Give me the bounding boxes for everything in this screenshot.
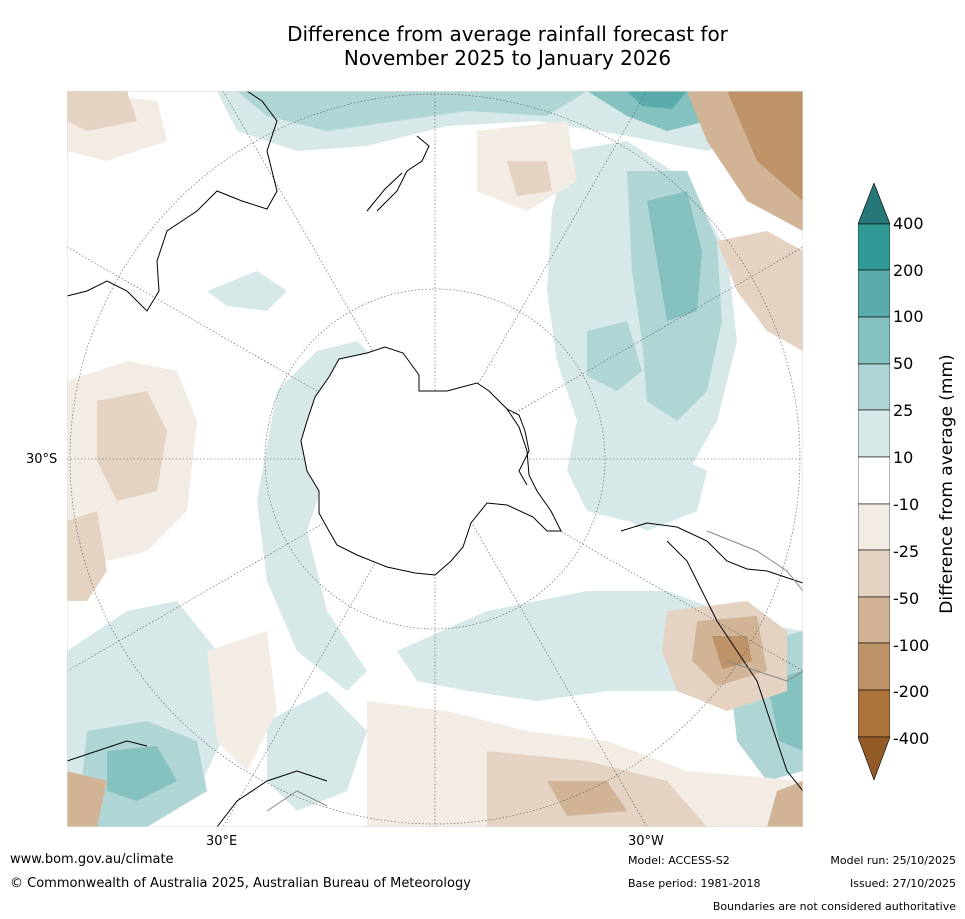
colorbar-tick-12: -400 xyxy=(893,729,930,748)
footer-url[interactable]: www.bom.gov.au/climate xyxy=(10,852,174,867)
colorbar-title: Difference from average (mm) xyxy=(937,354,957,614)
map-title: Difference from average rainfall forecas… xyxy=(0,22,965,70)
longitude-label-west: 30°W xyxy=(628,834,664,849)
footer-issued: Issued: 27/10/2025 xyxy=(849,877,956,890)
south-america-coastline xyxy=(620,522,803,792)
colorbar-tick-4: 50 xyxy=(893,354,914,373)
colorbar-tick-8: -25 xyxy=(893,542,920,561)
title-line-2: November 2025 to January 2026 xyxy=(343,46,672,70)
dry-anomaly-regions xyxy=(67,91,803,827)
colorbar-tick-9: -50 xyxy=(893,589,920,608)
colorbar-tick-6: 10 xyxy=(893,448,914,467)
colorbar-tick-3: 100 xyxy=(893,307,924,326)
footer-model: Model: ACCESS-S2 xyxy=(628,854,730,867)
rainfall-anomaly-map xyxy=(67,91,803,827)
colorbar-tick-7: -10 xyxy=(893,495,920,514)
colorbar-tick-11: -200 xyxy=(893,682,930,701)
colorbar xyxy=(858,183,890,781)
antarctica-coastline xyxy=(300,346,562,576)
wet-anomaly-regions xyxy=(67,91,803,827)
africa-coastline xyxy=(67,740,328,827)
footer-model-run: Model run: 25/10/2025 xyxy=(830,854,956,867)
new-zealand-coastline xyxy=(366,135,430,212)
footer-disclaimer: Boundaries are not considered authoritat… xyxy=(712,900,956,913)
latitude-label: 30°S xyxy=(26,452,58,467)
longitude-label-east: 30°E xyxy=(206,834,238,849)
colorbar-tick-5: 25 xyxy=(893,401,914,420)
title-line-1: Difference from average rainfall forecas… xyxy=(287,22,728,46)
country-borders xyxy=(266,530,803,812)
colorbar-tick-2: 200 xyxy=(893,261,924,280)
footer-copyright: © Commonwealth of Australia 2025, Austra… xyxy=(10,876,471,891)
australia-coastline xyxy=(67,91,278,312)
colorbar-tick-1: 400 xyxy=(893,214,924,233)
colorbar-tick-10: -100 xyxy=(893,636,930,655)
antarctic-peninsula xyxy=(506,408,530,486)
footer-base-period: Base period: 1981-2018 xyxy=(628,877,761,890)
